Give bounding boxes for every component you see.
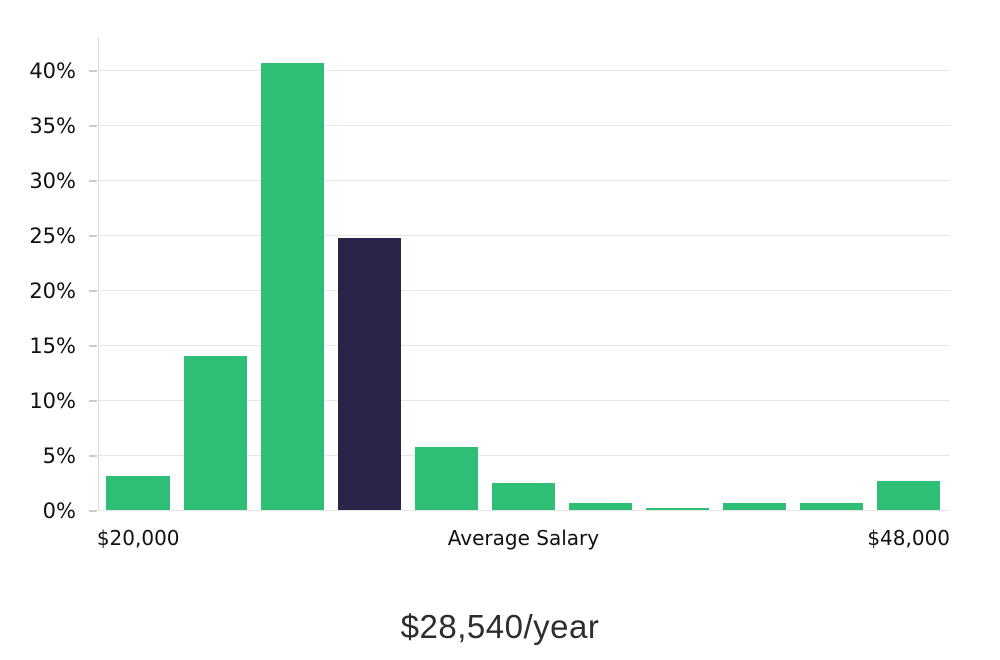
y-tick-label: 30% <box>29 169 76 193</box>
y-axis-tick <box>89 400 97 402</box>
y-axis-tick <box>89 70 97 72</box>
bar <box>414 447 479 510</box>
y-axis-tick <box>89 455 97 457</box>
y-axis-line <box>98 38 99 510</box>
y-axis-tick <box>89 235 97 237</box>
y-tick-label: 40% <box>29 59 76 83</box>
y-grid-line <box>98 235 950 236</box>
bar <box>106 475 170 510</box>
bar <box>568 503 633 510</box>
x-tick-label: $20,000 <box>96 526 180 550</box>
bar <box>491 482 556 510</box>
y-grid-line <box>98 180 950 181</box>
chart-title: $28,540/year <box>400 608 600 645</box>
x-tick-label: $48,000 <box>867 526 951 550</box>
bar <box>645 508 710 510</box>
bar <box>183 356 247 510</box>
y-grid-line <box>98 290 950 291</box>
y-grid-line <box>98 70 950 71</box>
y-axis-tick <box>89 345 97 347</box>
y-axis-tick <box>89 180 97 182</box>
y-tick-label: 0% <box>42 499 76 523</box>
y-grid-line <box>98 510 950 511</box>
y-grid-line <box>98 345 950 346</box>
bar <box>876 481 941 510</box>
y-tick-label: 10% <box>29 389 76 413</box>
y-axis-tick <box>89 510 97 512</box>
y-tick-label: 5% <box>42 444 76 468</box>
y-tick-label: 15% <box>29 334 76 358</box>
bar <box>799 503 864 510</box>
y-tick-label: 35% <box>29 114 76 138</box>
bar <box>260 63 325 510</box>
bar <box>722 503 787 510</box>
bar-highlighted-average <box>337 238 402 510</box>
y-grid-line <box>98 125 950 126</box>
y-tick-label: 20% <box>29 279 76 303</box>
y-axis-tick <box>89 125 97 127</box>
y-grid-line <box>98 455 950 456</box>
y-axis-tick <box>89 290 97 292</box>
y-tick-label: 25% <box>29 224 76 248</box>
y-grid-line <box>98 400 950 401</box>
x-tick-label: Average Salary <box>447 526 600 550</box>
